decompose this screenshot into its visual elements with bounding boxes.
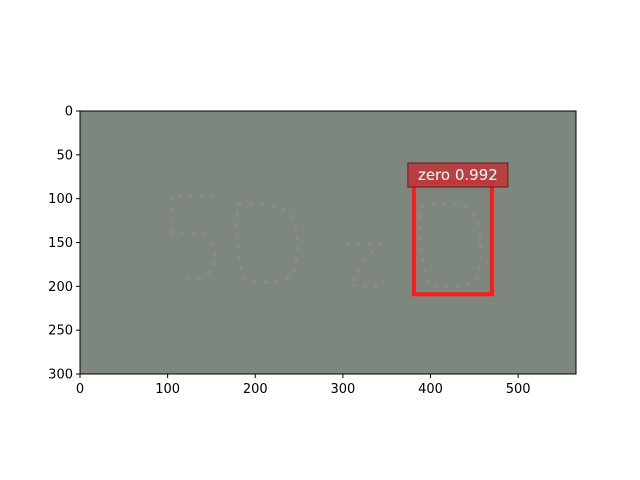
y-tick-label: 300 [48, 368, 73, 383]
ghost-digit-zero-a [235, 201, 299, 284]
ghost-digit-zero-b [418, 202, 483, 289]
image-background [80, 111, 576, 374]
x-tick-label: 400 [418, 382, 443, 397]
ghost-digits [170, 194, 483, 289]
y-tick-label: 0 [65, 105, 73, 120]
image-panel [80, 111, 576, 374]
axes: 0 100 200 300 400 500 0 50 100 150 200 250 300 [48, 105, 577, 397]
x-tick-label: 300 [330, 382, 355, 397]
detection-label: zero 0.992 [418, 166, 498, 184]
x-tick-label: 200 [243, 382, 268, 397]
y-tick-label: 200 [48, 280, 73, 295]
y-tick-label: 100 [48, 192, 73, 207]
x-tick-label: 100 [155, 382, 180, 397]
detection-label-background [407, 162, 509, 188]
y-tick-label: 150 [48, 236, 73, 251]
y-tick-label: 250 [48, 324, 73, 339]
x-tick-label: 500 [506, 382, 531, 397]
detections: zero 0.992 [407, 162, 509, 297]
y-tick-label: 50 [56, 148, 73, 163]
ghost-digit-two [346, 242, 384, 288]
ghost-digit-five [170, 194, 217, 281]
x-tick-label: 0 [76, 382, 84, 397]
